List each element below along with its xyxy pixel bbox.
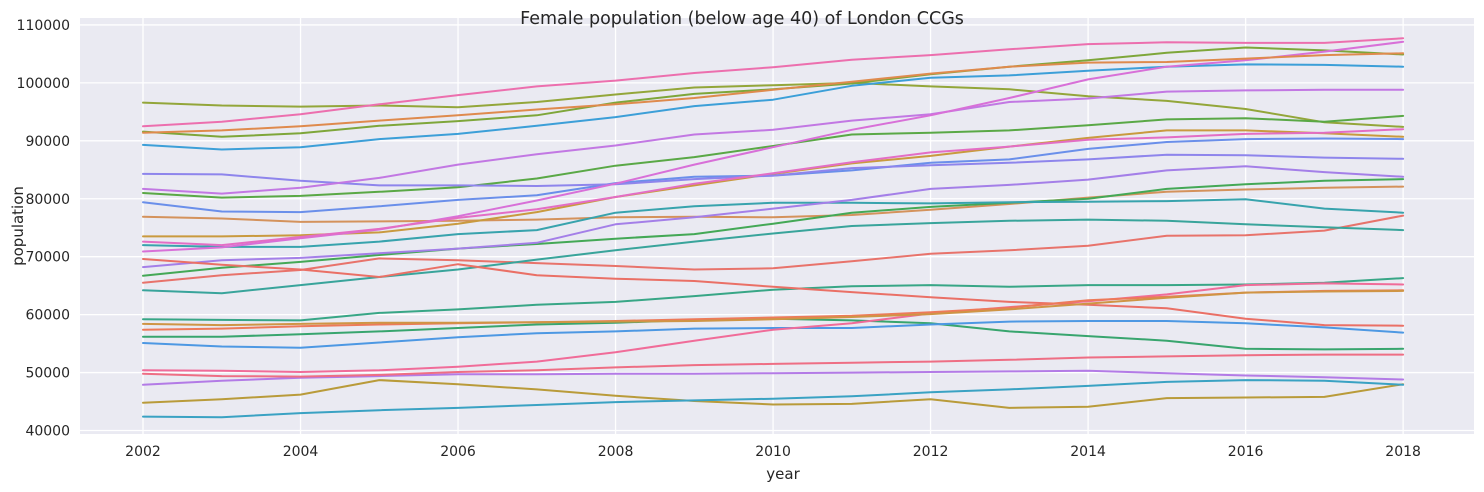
series-line-8 [142,178,1405,277]
series-line-22 [142,128,1405,247]
series-lines [142,37,1405,419]
series-line-5 [142,81,1405,128]
chart-title: Female population (below age 40) of Lond… [520,9,964,29]
y-tick-label: 50000 [25,366,70,382]
series-line-7 [142,114,1405,199]
series-line-1 [142,214,1405,284]
x-tick-label: 2004 [283,444,319,460]
x-tick-label: 2018 [1385,444,1421,460]
series-line-4 [142,379,1405,409]
y-tick-label: 90000 [25,134,70,150]
series-line-10 [142,277,1405,322]
x-tick-label: 2010 [755,444,791,460]
y-tick-label: 80000 [25,192,70,208]
series-line-18 [142,165,1405,269]
series-line-2 [142,185,1405,223]
series-line-20 [142,88,1405,195]
series-line-25 [142,353,1405,378]
series-line-11 [142,218,1405,295]
y-tick-label: 110000 [17,18,70,34]
series-line-13 [142,379,1405,419]
series-line-29 [142,289,1405,327]
x-axis-label: year [766,465,800,483]
series-line-23 [142,37,1405,128]
y-tick-label: 70000 [25,250,70,266]
x-tick-label: 2014 [1070,444,1106,460]
x-gridlines [142,18,1404,434]
y-tick-label: 40000 [25,424,70,440]
series-line-24 [142,282,1405,373]
series-line-12 [142,198,1405,248]
x-tick-label: 2008 [598,444,634,460]
x-tick-label: 2002 [125,444,161,460]
series-line-17 [142,153,1405,187]
series-line-14 [142,63,1405,151]
y-tick-labels: 40000 50000 60000 70000 80000 90000 100000 1100… [17,18,70,440]
x-tick-label: 2006 [440,444,476,460]
x-tick-label: 2012 [913,444,949,460]
y-tick-label: 100000 [17,76,70,92]
x-tick-labels: 2002 2004 2006 2008 2010 2012 2014 2016 2018 [125,444,1421,460]
series-line-26 [142,258,1405,327]
series-line-15 [142,320,1405,349]
y-axis-label: population [9,186,27,266]
y-tick-label: 60000 [25,308,70,324]
series-line-28 [142,52,1405,134]
x-tick-label: 2016 [1228,444,1264,460]
series-line-19 [142,369,1405,386]
